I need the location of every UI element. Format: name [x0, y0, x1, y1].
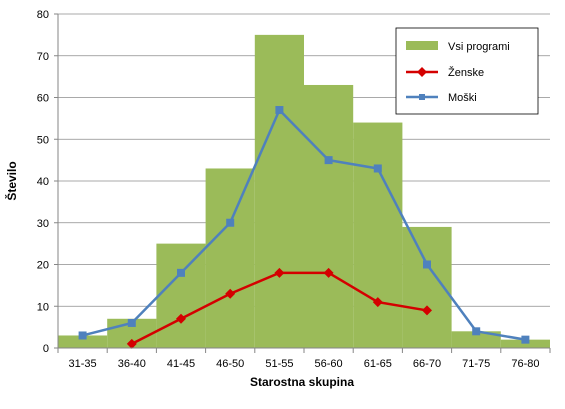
legend-swatch-bar [406, 41, 438, 50]
legend-marker-men [419, 94, 425, 100]
point-women [323, 267, 334, 278]
bar [500, 339, 550, 348]
line-men [82, 108, 526, 341]
y-tick-label: 50 [37, 134, 49, 146]
bar [451, 331, 501, 348]
x-tick-label: 36-40 [118, 358, 146, 370]
legend-label-women: Ženske [448, 66, 484, 79]
point-men [521, 335, 530, 344]
point-women [176, 313, 186, 324]
x-tick-label: 46-50 [216, 358, 244, 370]
line-series [78, 106, 530, 349]
bar [205, 168, 255, 348]
point-women [225, 288, 236, 299]
y-tick-label: 80 [37, 9, 49, 21]
x-tick-labels: 31-35 36-40 41-45 46-50 51-55 56-60 61-65 66-70… [69, 358, 540, 370]
point-women [422, 305, 432, 316]
legend-marker-women [417, 67, 427, 77]
bar-series [58, 34, 550, 348]
point-women [126, 338, 137, 349]
y-tick-label: 70 [37, 51, 49, 63]
bar [304, 84, 354, 348]
bar [58, 335, 108, 348]
point-women [372, 297, 383, 308]
y-tick-label: 60 [37, 93, 49, 105]
point-men [472, 327, 481, 336]
y-tick-label: 40 [37, 176, 49, 188]
point-men [78, 331, 87, 340]
x-tick-label: 31-35 [69, 358, 97, 370]
point-men [373, 164, 382, 173]
x-tick-label: 61-65 [364, 358, 392, 370]
legend-label-bar: Vsi programi [448, 41, 510, 53]
point-men [177, 268, 185, 277]
y-axis-title: Število [4, 161, 19, 200]
x-tick-label: 41-45 [167, 358, 195, 370]
point-men [127, 318, 136, 327]
legend: Vsi programi Ženske Moški [395, 27, 539, 115]
y-tick-labels: 0 10 20 30 40 50 60 70 80 [37, 9, 49, 355]
legend-label-men: Moški [448, 92, 477, 104]
x-tick-label: 76-80 [511, 358, 539, 370]
axes [54, 13, 551, 353]
point-men [275, 106, 284, 115]
point-women [274, 267, 285, 278]
y-tick-label: 20 [37, 260, 49, 272]
y-tick-label: 10 [37, 301, 49, 313]
x-tick-label: 66-70 [413, 358, 441, 370]
y-tick-label: 30 [37, 218, 49, 230]
point-men [226, 218, 235, 227]
point-men [324, 156, 333, 165]
bar [156, 243, 206, 348]
bar [353, 122, 403, 348]
x-axis-title: Starostna skupina [250, 375, 354, 389]
x-tick-label: 51-55 [265, 358, 293, 370]
x-tick-label: 56-60 [315, 358, 343, 370]
y-tick-label: 0 [43, 343, 49, 355]
x-tick-label: 71-75 [462, 358, 490, 370]
point-men [423, 260, 431, 269]
bar [254, 34, 304, 348]
